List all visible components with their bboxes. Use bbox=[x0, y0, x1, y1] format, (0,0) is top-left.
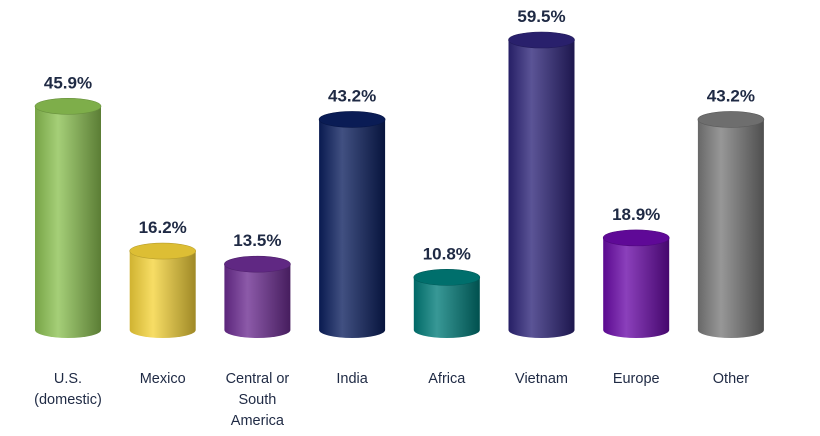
bar-body bbox=[603, 237, 670, 338]
bar-top-cap bbox=[413, 269, 481, 286]
bar-body bbox=[129, 251, 196, 338]
value-label: 43.2% bbox=[328, 86, 376, 105]
category-labels-layer: U.S. (domestic) Mexico Central or South Ameri… bbox=[34, 371, 749, 429]
bar-body bbox=[224, 264, 291, 338]
bar-7 bbox=[602, 229, 670, 338]
value-label: 13.5% bbox=[233, 231, 281, 250]
value-label: 18.9% bbox=[612, 205, 660, 224]
bar-2 bbox=[129, 242, 196, 338]
category-label: Other bbox=[713, 371, 749, 387]
bar-top-cap bbox=[129, 242, 196, 260]
bars-layer bbox=[34, 31, 765, 339]
value-labels-layer: 45.9% 16.2% 13.5% 43.2% 10.8% 59.5% 18.9% 43.2% bbox=[44, 7, 755, 263]
bar-top-cap bbox=[602, 229, 670, 247]
bar-top-cap bbox=[697, 111, 765, 128]
value-label: 45.9% bbox=[44, 73, 92, 92]
category-label: Mexico bbox=[140, 371, 186, 387]
category-label: Central or South America bbox=[226, 371, 290, 429]
category-label: Europe bbox=[613, 371, 660, 387]
bar-top-cap bbox=[224, 255, 291, 273]
value-label: 59.5% bbox=[517, 7, 565, 26]
bar-8 bbox=[697, 111, 765, 339]
bar-top-cap bbox=[34, 97, 102, 115]
value-label: 10.8% bbox=[423, 244, 471, 263]
bar-4 bbox=[318, 111, 386, 339]
bar-top-cap bbox=[318, 111, 386, 128]
bar-top-cap bbox=[508, 31, 575, 49]
bar-5 bbox=[413, 269, 481, 338]
category-label: U.S. (domestic) bbox=[34, 371, 102, 408]
bar-3 bbox=[224, 255, 291, 338]
bar-body bbox=[697, 119, 764, 339]
bar-body bbox=[413, 277, 480, 338]
category-label: Vietnam bbox=[515, 371, 568, 387]
bar-1 bbox=[34, 97, 102, 339]
value-label: 16.2% bbox=[139, 218, 187, 237]
bar-body bbox=[508, 40, 575, 338]
category-label: India bbox=[336, 371, 368, 387]
category-label: Africa bbox=[428, 371, 466, 387]
bar-body bbox=[319, 119, 386, 339]
bar-body bbox=[35, 106, 101, 339]
value-label: 43.2% bbox=[707, 86, 755, 105]
bar-6 bbox=[508, 31, 575, 338]
